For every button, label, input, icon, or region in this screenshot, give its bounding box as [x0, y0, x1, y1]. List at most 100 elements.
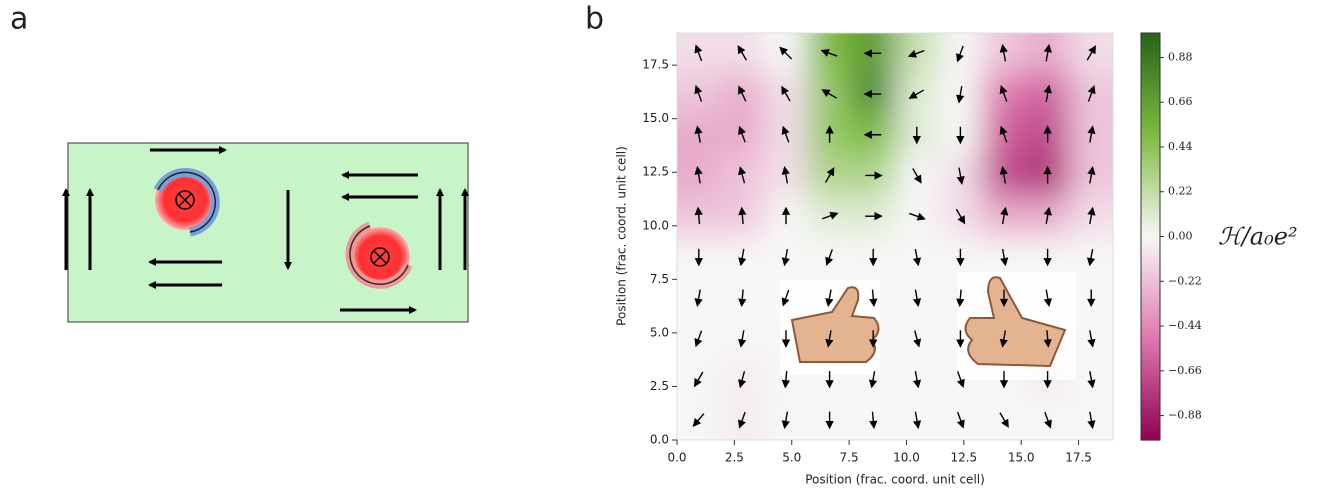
colorbar-step — [1141, 350, 1160, 355]
colorbar-step — [1141, 192, 1160, 197]
y-tick-label: 10.0 — [642, 218, 669, 232]
colorbar-step — [1141, 94, 1160, 99]
colorbar-step — [1141, 318, 1160, 323]
colorbar-tick-label: 0.22 — [1168, 185, 1193, 198]
colorbar-step — [1141, 281, 1160, 286]
y-tick-label: 17.5 — [642, 58, 669, 72]
colorbar-step — [1141, 82, 1160, 87]
page: a b Position (frac. coord. unit cell) Po… — [0, 0, 1325, 492]
colorbar-step — [1141, 41, 1160, 46]
colorbar-step — [1141, 237, 1160, 242]
colorbar-step — [1141, 285, 1160, 290]
colorbar-step — [1141, 220, 1160, 225]
colorbar-step — [1141, 127, 1160, 132]
figure: a b Position (frac. coord. unit cell) Po… — [0, 0, 1325, 492]
colorbar-step — [1141, 310, 1160, 315]
colorbar-step — [1141, 147, 1160, 152]
colorbar-step — [1141, 412, 1160, 417]
x-tick-label: 2.5 — [725, 451, 744, 465]
colorbar-step — [1141, 367, 1160, 372]
colorbar-step — [1141, 70, 1160, 75]
colorbar-step — [1141, 188, 1160, 193]
colorbar-step — [1141, 45, 1160, 50]
colorbar-step — [1141, 298, 1160, 303]
colorbar-step — [1141, 379, 1160, 384]
heat-cell — [764, 3, 808, 74]
colorbar-tick-label: 0.00 — [1168, 230, 1193, 243]
colorbar-step — [1141, 395, 1160, 400]
colorbar-step — [1141, 253, 1160, 258]
colorbar-step — [1141, 265, 1160, 270]
heat-cell — [1069, 237, 1143, 278]
y-axis-label: Position (frac. coord. unit cell) — [615, 146, 629, 326]
colorbar-step — [1141, 78, 1160, 83]
heat-cell — [721, 3, 765, 74]
colorbar-step — [1141, 245, 1160, 250]
colorbar-tick-label: 0.88 — [1168, 50, 1193, 63]
colorbar-step — [1141, 131, 1160, 136]
colorbar-step — [1141, 212, 1160, 217]
colorbar-step — [1141, 204, 1160, 209]
colorbar-step — [1141, 269, 1160, 274]
colorbar-step — [1141, 241, 1160, 246]
colorbar-step — [1141, 249, 1160, 254]
colorbar-step — [1141, 86, 1160, 91]
colorbar-step — [1141, 257, 1160, 262]
heat-cell — [895, 3, 939, 74]
colorbar-step — [1141, 123, 1160, 128]
colorbar-step — [1141, 302, 1160, 307]
colorbar-step — [1141, 228, 1160, 233]
colorbar-step — [1141, 314, 1160, 319]
colorbar-step — [1141, 432, 1160, 437]
colorbar-step — [1141, 273, 1160, 278]
x-tick-label: 17.5 — [1065, 451, 1092, 465]
colorbar-step — [1141, 232, 1160, 237]
colorbar-step — [1141, 387, 1160, 392]
colorbar-step — [1141, 322, 1160, 327]
colorbar-tick-label: −0.66 — [1168, 364, 1202, 377]
colorbar-step — [1141, 399, 1160, 404]
heat-cell — [851, 3, 895, 74]
colorbar-step — [1141, 151, 1160, 156]
x-tick-label: 7.5 — [840, 451, 859, 465]
colorbar-step — [1141, 420, 1160, 425]
colorbar-step — [1141, 208, 1160, 213]
colorbar-step — [1141, 167, 1160, 172]
colorbar: 0.880.660.440.220.00−0.22−0.44−0.66−0.88 — [1141, 33, 1202, 441]
colorbar-step — [1141, 424, 1160, 429]
x-tick-label: 0.0 — [667, 451, 686, 465]
colorbar-step — [1141, 175, 1160, 180]
heat-cell — [1069, 114, 1143, 155]
colorbar-step — [1141, 363, 1160, 368]
colorbar-step — [1141, 180, 1160, 185]
colorbar-step — [1141, 216, 1160, 221]
colorbar-step — [1141, 261, 1160, 266]
y-tick-label: 5.0 — [650, 325, 669, 339]
x-tick-label: 10.0 — [893, 451, 920, 465]
colorbar-step — [1141, 403, 1160, 408]
colorbar-step — [1141, 342, 1160, 347]
colorbar-step — [1141, 407, 1160, 412]
heat-cell — [1069, 74, 1143, 115]
colorbar-tick-label: −0.88 — [1168, 409, 1202, 422]
colorbar-step — [1141, 200, 1160, 205]
diagram — [66, 143, 468, 322]
heat-cell — [1069, 3, 1143, 74]
colorbar-step — [1141, 355, 1160, 360]
colorbar-step — [1141, 57, 1160, 62]
heat-cell — [1069, 196, 1143, 237]
colorbar-step — [1141, 49, 1160, 54]
heat-cell — [1069, 277, 1143, 318]
y-tick-label: 12.5 — [642, 165, 669, 179]
x-tick-label: 12.5 — [950, 451, 977, 465]
colorbar-step — [1141, 334, 1160, 339]
colorbar-step — [1141, 391, 1160, 396]
colorbar-step — [1141, 375, 1160, 380]
y-tick-label: 2.5 — [650, 379, 669, 393]
heat-cell — [939, 3, 983, 74]
colorbar-step — [1141, 224, 1160, 229]
colorbar-tick-label: −0.44 — [1168, 319, 1202, 332]
colorbar-tick-label: 0.44 — [1168, 140, 1193, 153]
colorbar-step — [1141, 196, 1160, 201]
colorbar-step — [1141, 159, 1160, 164]
